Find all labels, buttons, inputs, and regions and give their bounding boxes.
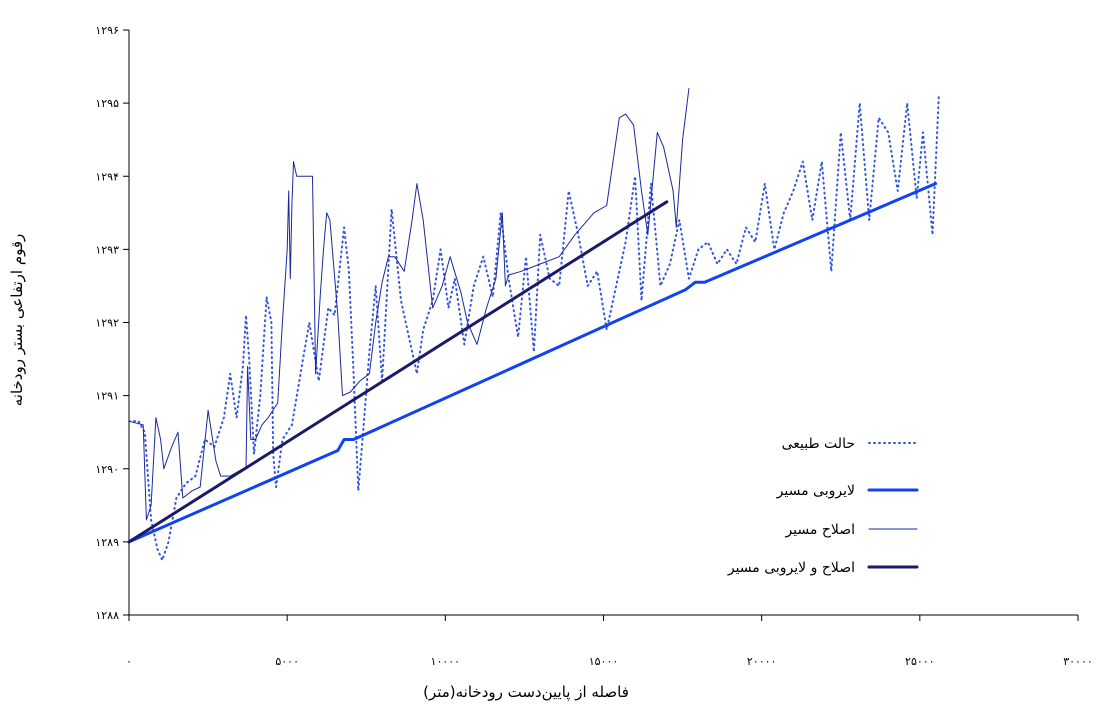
x-tick-label: ۲۵۰۰۰	[905, 655, 935, 668]
x-tick-label: ۲۰۰۰۰	[747, 655, 777, 668]
y-tick-label: ۱۲۹۶	[95, 24, 119, 37]
axes: ۱۲۸۸ ۱۲۸۹ ۱۲۹۰ ۱۲۹۱ ۱۲۹۲ ۱۲۹۳ ۱۲۹۴ ۱۲۹۵ ۱۲۹۶ ۰ ۵۰۰…	[95, 24, 1092, 668]
y-axis-label: رقوم ارتفاعی بستر رودخانه	[8, 234, 26, 407]
series-line-3	[127, 200, 669, 544]
y-tick-label: ۱۲۸۹	[95, 536, 119, 549]
legend-label: اصلاح مسیر	[784, 522, 855, 538]
legend-label: اصلاح و لایروبی مسیر	[727, 560, 855, 576]
y-tick-label: ۱۲۸۸	[95, 609, 119, 622]
series-line-0	[128, 94, 940, 562]
series-layer	[127, 88, 940, 562]
x-tick-label: ۱۰۰۰۰	[431, 655, 461, 668]
y-tick-label: ۱۲۹۰	[95, 463, 119, 476]
legend-label: لایروبی مسیر	[776, 483, 855, 499]
series-line-1	[127, 182, 938, 544]
y-tick-label: ۱۲۹۱	[95, 390, 119, 403]
legend: حالت طبیعی لایروبی مسیر اصلاح مسیر اصلاح و …	[727, 436, 919, 576]
y-tick-label: ۱۲۹۴	[95, 170, 119, 183]
x-tick-label: ۰	[126, 655, 132, 668]
x-tick-label: ۵۰۰۰	[275, 655, 299, 668]
x-tick-label: ۱۵۰۰۰	[589, 655, 619, 668]
legend-label: حالت طبیعی	[782, 436, 855, 452]
y-tick-label: ۱۲۹۳	[95, 243, 119, 256]
y-tick-label: ۱۲۹۵	[95, 97, 119, 110]
series-line-2	[128, 88, 690, 521]
x-tick-label: ۳۰۰۰۰	[1063, 655, 1093, 668]
y-tick-label: ۱۲۹۲	[95, 317, 119, 330]
x-axis-label: فاصله از پایین‌دست رودخانه(متر)	[423, 683, 629, 702]
